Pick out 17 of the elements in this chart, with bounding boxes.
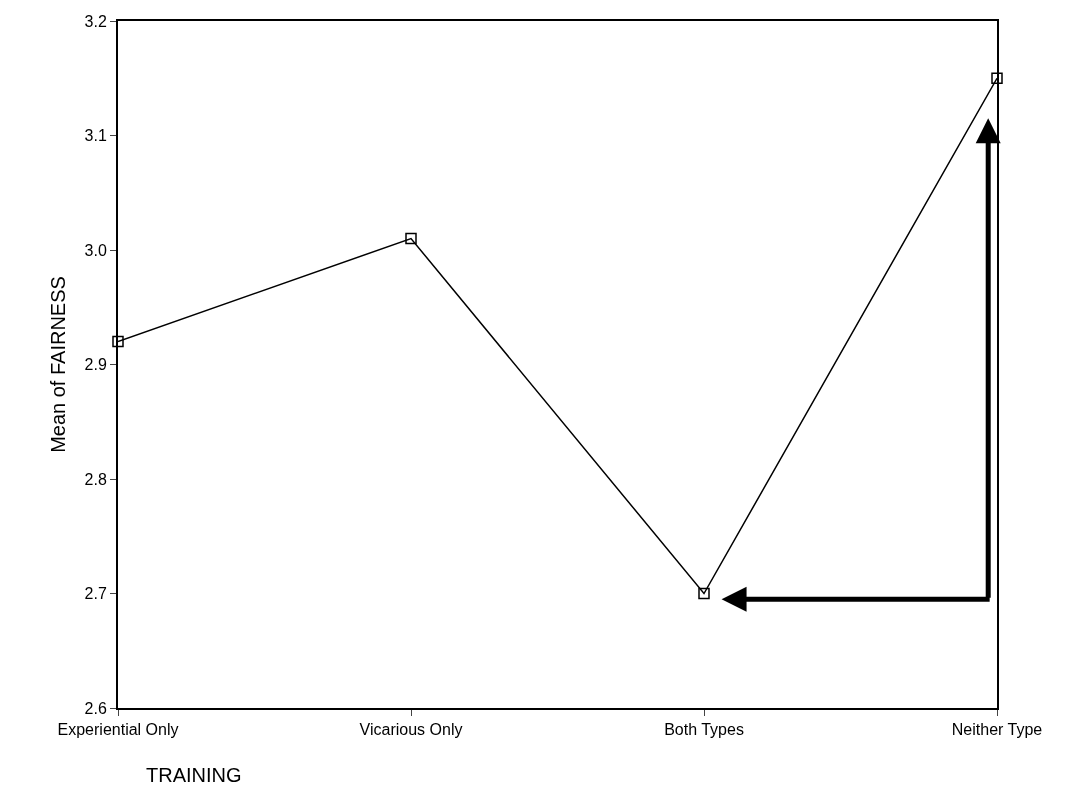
x-tick-label: Neither Type — [951, 721, 1043, 739]
y-tick-label: 3.0 — [84, 241, 107, 259]
y-tick-label: 3.2 — [84, 12, 107, 30]
point — [991, 72, 1003, 84]
y-tick-label: 2.8 — [84, 470, 107, 488]
x-tick-label: Vicarious Only — [359, 721, 463, 739]
y-tick-label: 2.7 — [84, 585, 107, 603]
x-tick-label: Both Types — [664, 721, 744, 739]
point — [405, 232, 417, 245]
y-tick-label: 2.9 — [84, 356, 107, 374]
y-axis-title: Mean of FAIRNESS — [46, 276, 69, 453]
x-axis-title: TRAINING — [146, 764, 242, 786]
point — [698, 587, 710, 600]
y-tick-label: 2.6 — [84, 699, 107, 717]
x-tick-label: Experiential Only — [57, 721, 179, 739]
y-tick-label: 3.1 — [84, 127, 107, 145]
point — [112, 335, 124, 348]
